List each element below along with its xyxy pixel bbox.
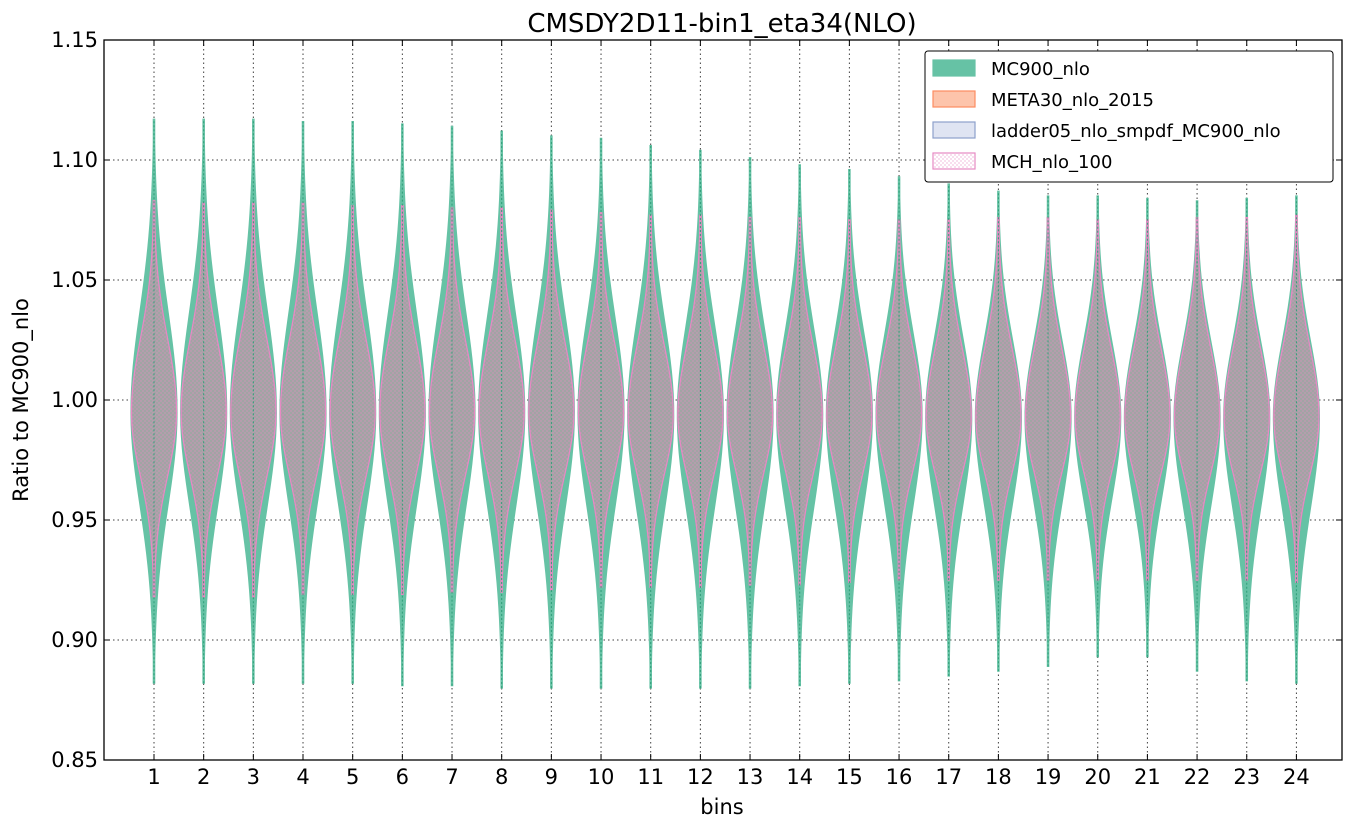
- legend-label: MCH_nlo_100: [991, 152, 1112, 173]
- legend-box: [924, 50, 1334, 183]
- violin-mch-nlo-100: [726, 217, 774, 586]
- x-tick-label: 15: [836, 765, 863, 789]
- legend-label: ladder05_nlo_smpdf_MC900_nlo: [991, 121, 1281, 142]
- x-tick-label: 18: [985, 765, 1012, 789]
- y-tick-label: 1.15: [51, 28, 98, 52]
- y-tick-label: 0.85: [51, 748, 98, 772]
- x-tick-label: 14: [786, 765, 813, 789]
- x-tick-label: 10: [588, 765, 615, 789]
- legend-swatch: [932, 152, 976, 170]
- x-tick-label: 6: [396, 765, 409, 789]
- x-tick-label: 12: [687, 765, 714, 789]
- violin-layer: [130, 118, 1321, 689]
- y-tick-label: 0.90: [51, 628, 98, 652]
- legend-swatch: [932, 59, 976, 77]
- x-tick-label: 2: [197, 765, 210, 789]
- violin-mch-nlo-100: [329, 205, 376, 595]
- x-axis: 1 2 3 4 5 6 7 8 9 10 11 12 13 14 15 16 17 18 19 20 21 22 23 24: [147, 40, 1310, 789]
- legend-label: MC900_nlo: [991, 59, 1090, 80]
- x-tick-label: 3: [247, 765, 260, 789]
- x-tick-label: 19: [1035, 765, 1062, 789]
- x-tick-label: 11: [637, 765, 664, 789]
- chart-title: CMSDY2D11-bin1_eta34(NLO): [527, 9, 916, 39]
- x-tick-label: 8: [495, 765, 508, 789]
- x-tick-label: 7: [445, 765, 458, 789]
- x-tick-label: 22: [1184, 765, 1211, 789]
- y-tick-label: 1.00: [51, 388, 98, 412]
- legend-swatch: [932, 121, 976, 139]
- x-tick-label: 1: [147, 765, 160, 789]
- x-tick-label: 16: [886, 765, 913, 789]
- legend: MC900_nlo META30_nlo_2015 ladder05_nlo_smp…: [924, 50, 1334, 183]
- y-tick-label: 0.95: [51, 508, 98, 532]
- y-axis-label: Ratio to MC900_nlo: [9, 298, 34, 502]
- x-tick-label: 13: [737, 765, 764, 789]
- x-tick-label: 20: [1084, 765, 1111, 789]
- y-tick-label: 1.10: [51, 148, 98, 172]
- x-tick-label: 23: [1233, 765, 1260, 789]
- legend-swatch: [932, 90, 976, 108]
- legend-label: META30_nlo_2015: [991, 90, 1154, 111]
- x-tick-label: 24: [1283, 765, 1310, 789]
- y-tick-label: 1.05: [51, 268, 98, 292]
- x-axis-label: bins: [700, 795, 743, 819]
- x-tick-label: 17: [935, 765, 962, 789]
- x-tick-label: 21: [1134, 765, 1161, 789]
- y-axis: 0.85 0.90 0.95 1.00 1.05 1.10 1.15: [51, 28, 1342, 772]
- x-tick-label: 5: [346, 765, 359, 789]
- x-tick-label: 9: [545, 765, 558, 789]
- x-tick-label: 4: [296, 765, 309, 789]
